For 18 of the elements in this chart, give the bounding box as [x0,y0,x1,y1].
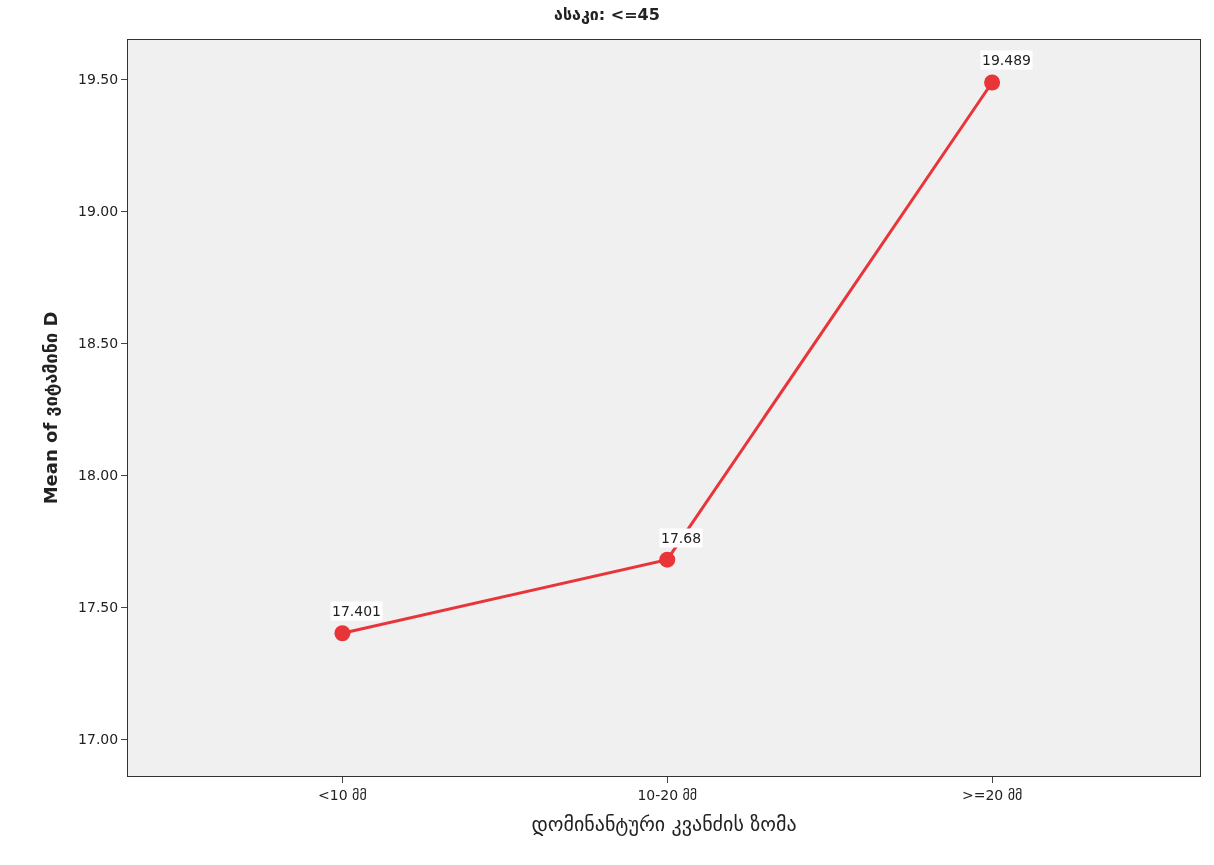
y-tick-label: 19.00 [78,203,119,220]
data-label: 19.489 [982,52,1031,68]
data-label: 17.68 [661,530,702,546]
chart-title: ასაკი: <=45 [554,4,660,24]
x-axis-title: დომინანტური კვანძის ზომა [531,812,797,837]
x-tick-label: 10-20 მმ [637,786,698,803]
y-tick-label: 17.00 [78,730,119,747]
point [334,625,351,642]
x-tick-label: >=20 მმ [961,786,1023,803]
y-tick-label: 18.00 [78,467,119,484]
y-tick-label: 18.50 [78,335,119,352]
x-tick-label: <10 მმ [318,786,367,803]
y-axis-title: Mean of ვიტამინი D [40,311,62,505]
data-label: 17.401 [332,603,381,619]
point [984,74,1001,91]
y-tick-label: 19.50 [78,71,119,88]
point [659,551,676,568]
y-tick-label: 17.50 [78,599,119,616]
